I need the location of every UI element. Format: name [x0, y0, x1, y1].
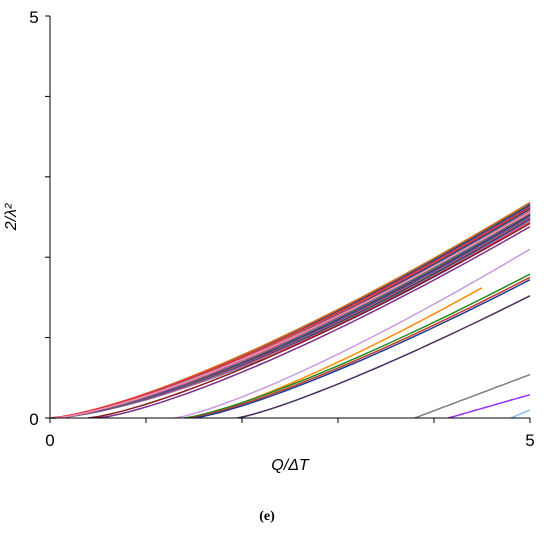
- series-line: [510, 409, 531, 419]
- series-line: [174, 248, 531, 419]
- figure-caption: (e): [259, 509, 275, 524]
- y-tick-label-top: 5: [29, 8, 38, 27]
- series-line: [237, 295, 531, 419]
- x-tick-label-left: 0: [45, 431, 54, 450]
- x-axis-label: Q/ΔT: [271, 457, 310, 474]
- y-tick-label-bottom: 0: [29, 410, 38, 429]
- series-line: [448, 393, 531, 419]
- series-line: [189, 287, 483, 419]
- series-line: [193, 279, 531, 419]
- series-line: [184, 273, 531, 419]
- y-axis-label: 2/λ²: [3, 203, 20, 231]
- series-line: [414, 373, 531, 419]
- x-tick-label-right: 5: [525, 431, 534, 450]
- axis-ticks: [45, 15, 531, 423]
- series-line: [49, 206, 531, 419]
- series-line: [88, 222, 531, 419]
- series-line: [189, 276, 531, 419]
- series-line: [97, 225, 531, 419]
- series-lines: [49, 201, 531, 419]
- series-line: [54, 211, 531, 419]
